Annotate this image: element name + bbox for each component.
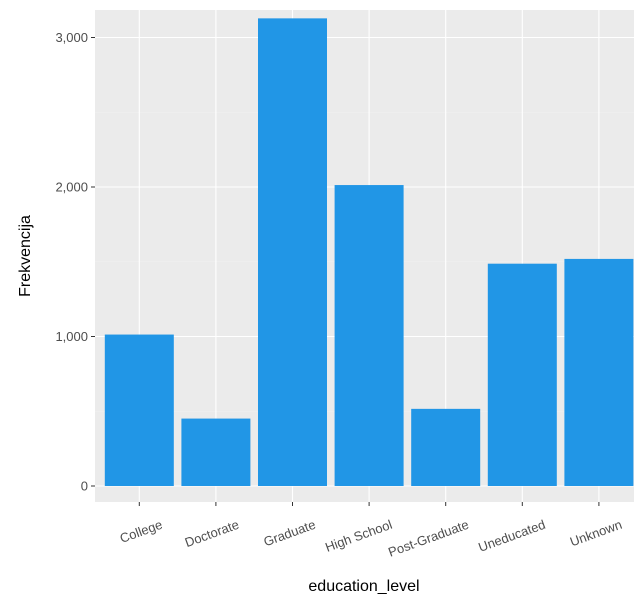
bars [104, 18, 634, 486]
y-axis-ticks: 0 1,000 2,000 3,000 [55, 30, 95, 494]
y-tick-label: 2,000 [55, 180, 88, 195]
y-tick-label: 1,000 [55, 329, 88, 344]
bar-unknown [564, 258, 634, 486]
y-tick-label: 0 [81, 479, 88, 494]
bar-uneducated [487, 263, 557, 486]
y-axis-title: Frekvencija [17, 215, 34, 297]
bar-college [104, 334, 174, 486]
x-tick-label: Unknown [568, 517, 624, 550]
bar-post-graduate [411, 408, 481, 486]
x-tick-label: Graduate [261, 517, 317, 550]
x-tick-label: Doctorate [183, 517, 241, 550]
bar-graduate [258, 18, 327, 486]
x-axis-title: education_level [308, 578, 419, 595]
x-tick-label: Post-Graduate [386, 517, 471, 560]
x-tick-label: Uneducated [476, 517, 547, 555]
bar-doctorate [181, 418, 251, 486]
x-tick-label: High School [323, 517, 394, 555]
y-tick-label: 3,000 [55, 30, 88, 45]
x-axis-ticks: College Doctorate Graduate High SchoolPost-… [118, 502, 624, 560]
x-tick-label: College [118, 517, 165, 546]
bar-high-school [334, 185, 404, 486]
